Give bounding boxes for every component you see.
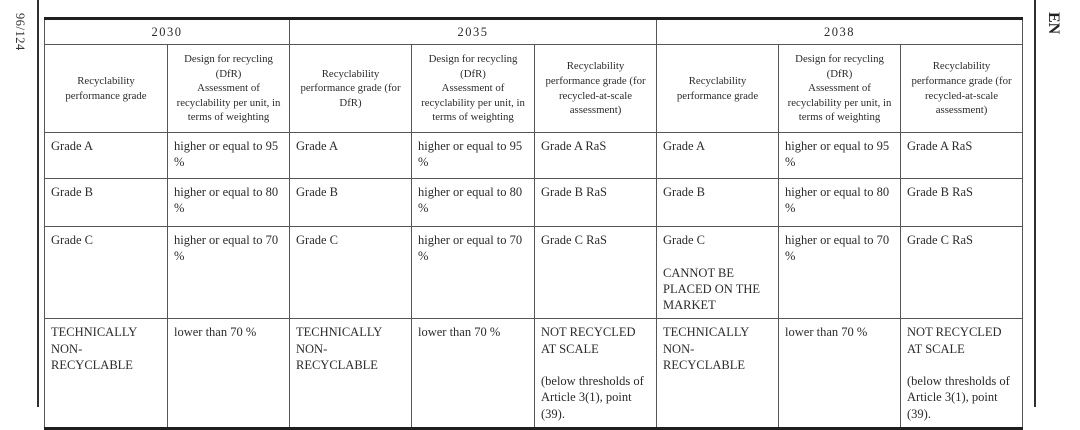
year-header-2035: 2035 xyxy=(288,18,658,45)
table-cell: NOT RECYCLED AT SCALE (below thresholds … xyxy=(533,318,658,429)
table-cell: higher or equal to 80 % xyxy=(778,178,902,227)
table-row-grade-c: Grade C higher or equal to 70 % Grade C … xyxy=(44,225,1024,320)
table-cell: higher or equal to 70 % xyxy=(778,225,902,320)
table-cell: TECHNICALLY NON-RECYCLABLE xyxy=(289,318,412,429)
recyclability-grades-table: 2030 2035 2038 Recyclability performance… xyxy=(44,17,1024,430)
table-cell: Grade C CANNOT BE PLACED ON THE MARKET xyxy=(656,225,780,320)
column-header-row: Recyclability performance grade Design f… xyxy=(44,44,1024,133)
column-header-cell: Design for recycling (DfR) Assessment of… xyxy=(411,44,535,133)
year-header-row: 2030 2035 2038 xyxy=(44,18,1024,45)
table-cell: Grade A xyxy=(44,132,168,179)
column-header-cell: Design for recycling (DfR) Assessment of… xyxy=(167,44,290,133)
table-cell: TECHNICALLY NON-RECYCLABLE xyxy=(656,318,780,429)
table-cell: Grade B xyxy=(289,178,412,227)
table-cell: Grade A xyxy=(289,132,412,179)
table-cell: higher or equal to 95 % xyxy=(778,132,902,179)
column-header-cell: Recyclability performance grade (for rec… xyxy=(900,44,1024,133)
table-cell: Grade B xyxy=(44,178,168,227)
table-cell: Grade A RaS xyxy=(900,132,1024,179)
page-number: 96/124 xyxy=(13,13,27,51)
table-cell: lower than 70 % xyxy=(167,318,290,429)
column-header-cell: Recyclability performance grade xyxy=(44,44,168,133)
table-row-technically-non-recyclable: TECHNICALLY NON-RECYCLABLE lower than 70… xyxy=(44,318,1024,429)
table-cell: Grade C xyxy=(44,225,168,320)
table-cell: Grade A xyxy=(656,132,780,179)
left-margin-rule xyxy=(37,0,39,407)
year-header-2030: 2030 xyxy=(44,18,290,45)
table-cell: higher or equal to 80 % xyxy=(167,178,290,227)
table-cell: TECHNICALLY NON-RECYCLABLE xyxy=(44,318,168,429)
table-cell: Grade B xyxy=(656,178,780,227)
year-header-2038: 2038 xyxy=(656,18,1024,45)
table-cell: Grade B RaS xyxy=(900,178,1024,227)
table-cell: Grade C RaS xyxy=(533,225,658,320)
table-cell: Grade C xyxy=(289,225,412,320)
column-header-cell: Recyclability performance grade xyxy=(656,44,780,133)
table-cell: higher or equal to 80 % xyxy=(411,178,535,227)
table-cell: higher or equal to 95 % xyxy=(167,132,290,179)
table-cell: higher or equal to 70 % xyxy=(411,225,535,320)
column-header-cell: Recyclability performance grade (for rec… xyxy=(533,44,658,133)
language-code: EN xyxy=(1045,12,1062,35)
table-cell: higher or equal to 70 % xyxy=(167,225,290,320)
table-row-grade-b: Grade B higher or equal to 80 % Grade B … xyxy=(44,178,1024,227)
table-cell: lower than 70 % xyxy=(411,318,535,429)
table-cell: lower than 70 % xyxy=(778,318,902,429)
table-cell: Grade C RaS xyxy=(900,225,1024,320)
table-cell: NOT RECYCLED AT SCALE (below thresholds … xyxy=(900,318,1024,429)
table-row-grade-a: Grade A higher or equal to 95 % Grade A … xyxy=(44,132,1024,179)
column-header-cell: Recyclability performance grade (for DfR… xyxy=(289,44,412,133)
table-cell: higher or equal to 95 % xyxy=(411,132,535,179)
table-cell: Grade A RaS xyxy=(533,132,658,179)
table-cell: Grade B RaS xyxy=(533,178,658,227)
right-margin-rule xyxy=(1034,0,1036,407)
column-header-cell: Design for recycling (DfR) Assessment of… xyxy=(778,44,902,133)
